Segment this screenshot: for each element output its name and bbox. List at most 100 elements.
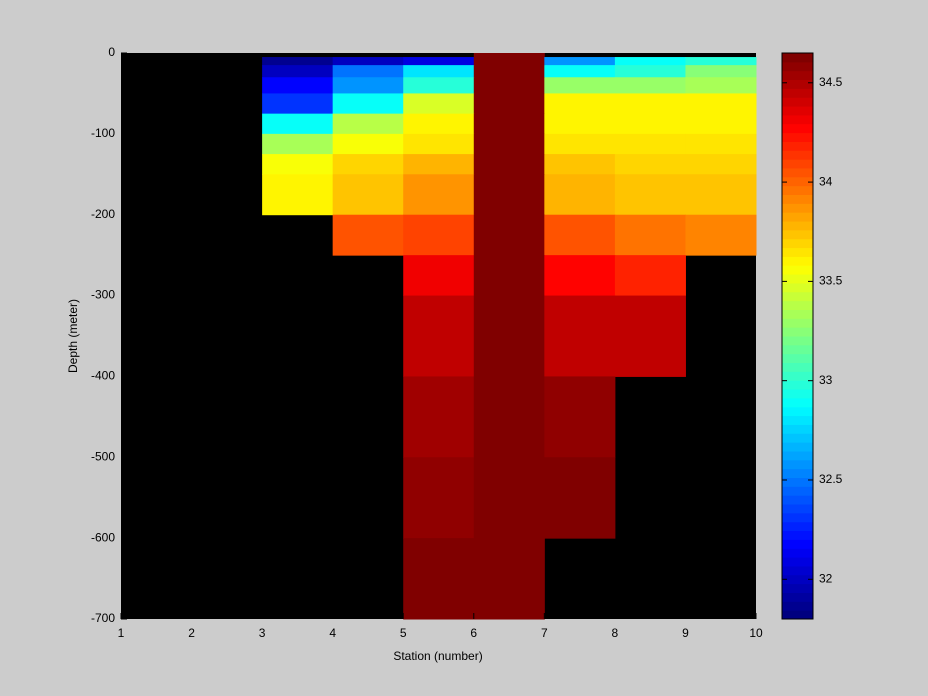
heatmap-cell bbox=[544, 295, 616, 377]
heatmap-cell bbox=[332, 214, 404, 256]
colorbar-swatch bbox=[782, 459, 813, 470]
heatmap-cell bbox=[403, 133, 475, 155]
heatmap-cell bbox=[614, 65, 686, 78]
heatmap-cell bbox=[473, 174, 545, 216]
heatmap-cell bbox=[473, 538, 545, 620]
heatmap-cell bbox=[473, 113, 545, 135]
y-tick-label: -400 bbox=[91, 369, 115, 383]
colorbar-swatch bbox=[782, 123, 813, 134]
heatmap-cell bbox=[473, 295, 545, 377]
colorbar-frame bbox=[781, 52, 814, 620]
heatmap-cell bbox=[614, 214, 686, 256]
heatmap-cell bbox=[544, 93, 616, 115]
colorbar-swatch bbox=[782, 424, 813, 434]
colorbar-swatch bbox=[782, 468, 813, 478]
colorbar-tick-label: 33.5 bbox=[819, 274, 843, 288]
heatmap-cell bbox=[614, 255, 686, 297]
heatmap-cell bbox=[473, 57, 545, 66]
colorbar-swatch bbox=[782, 592, 813, 602]
colorbar-swatch bbox=[782, 327, 813, 337]
heatmap-cell bbox=[403, 214, 475, 256]
colorbar-swatch bbox=[782, 212, 813, 222]
heatmap-cell bbox=[403, 174, 475, 216]
heatmap-cell bbox=[544, 133, 616, 155]
heatmap-cell bbox=[473, 376, 545, 458]
heatmap-cell bbox=[403, 376, 475, 458]
x-tick-label: 3 bbox=[259, 626, 266, 640]
heatmap-cell bbox=[332, 57, 404, 66]
heatmap-cell bbox=[614, 295, 686, 377]
heatmap-cell bbox=[332, 65, 404, 78]
colorbar-swatch bbox=[782, 238, 813, 249]
heatmap-cell bbox=[262, 113, 334, 135]
colorbar-tick-label: 32.5 bbox=[819, 472, 843, 486]
heatmap-cell bbox=[403, 113, 475, 135]
x-tick-label: 2 bbox=[188, 626, 195, 640]
colorbar-swatch bbox=[782, 389, 813, 399]
heatmap-cell bbox=[403, 538, 475, 620]
heatmap-cell bbox=[262, 77, 334, 94]
heatmap-cell bbox=[544, 77, 616, 94]
heatmap-cell bbox=[544, 113, 616, 135]
colorbar-swatch bbox=[782, 504, 813, 514]
colorbar-swatch bbox=[782, 185, 813, 195]
colorbar-swatch bbox=[782, 291, 813, 302]
heatmap-cell bbox=[685, 57, 757, 66]
heatmap-cell bbox=[473, 65, 545, 78]
colorbar-swatch bbox=[782, 565, 813, 576]
colorbar-swatch bbox=[782, 574, 813, 585]
y-axis-label: Depth (meter) bbox=[66, 299, 80, 373]
heatmap-cell bbox=[544, 65, 616, 78]
colorbar-swatch bbox=[782, 300, 813, 310]
x-tick-label: 7 bbox=[541, 626, 548, 640]
y-tick-label: 0 bbox=[108, 45, 115, 59]
heatmap-cell bbox=[262, 174, 334, 216]
heatmap-cell bbox=[473, 154, 545, 175]
heatmap-cell bbox=[544, 57, 616, 66]
heatmap-cell bbox=[403, 457, 475, 539]
colorbar-swatch bbox=[782, 114, 813, 125]
heatmap-cell bbox=[332, 154, 404, 175]
heatmap-cell bbox=[262, 93, 334, 115]
colorbar-swatch bbox=[782, 530, 813, 540]
y-tick-label: -700 bbox=[91, 611, 115, 625]
colorbar-swatch bbox=[782, 88, 813, 98]
heatmap-cell bbox=[685, 174, 757, 216]
heatmap-cell bbox=[614, 174, 686, 216]
x-axis-label: Station (number) bbox=[393, 649, 482, 663]
colorbar-swatch bbox=[782, 601, 813, 611]
colorbar-swatch bbox=[782, 274, 813, 284]
y-tick-label: -500 bbox=[91, 449, 115, 463]
colorbar-swatch bbox=[782, 203, 813, 213]
colorbar-swatch bbox=[782, 97, 813, 107]
heatmap-cell bbox=[262, 133, 334, 155]
heatmap-cell bbox=[473, 457, 545, 539]
colorbar-swatch bbox=[782, 79, 813, 89]
colorbar-swatch bbox=[782, 433, 813, 443]
colorbar-swatch bbox=[782, 229, 813, 240]
colorbar-tick-label: 32 bbox=[819, 571, 833, 585]
heatmap-cell bbox=[685, 93, 757, 115]
heatmap-cell bbox=[544, 154, 616, 175]
colorbar-swatch bbox=[782, 167, 813, 178]
heatmap-cell bbox=[403, 255, 475, 297]
colorbar-swatch bbox=[782, 53, 813, 63]
colorbar-swatch bbox=[782, 610, 813, 620]
heatmap-cell bbox=[262, 57, 334, 66]
heatmap-cell bbox=[332, 133, 404, 155]
x-tick-label: 5 bbox=[400, 626, 407, 640]
heatmap-cell bbox=[403, 77, 475, 94]
heatmap-cell bbox=[473, 53, 545, 58]
colorbar-swatch bbox=[782, 309, 813, 319]
colorbar-swatch bbox=[782, 380, 813, 390]
heatmap-cell bbox=[685, 113, 757, 135]
colorbar-swatch bbox=[782, 256, 813, 266]
heatmap-cell bbox=[403, 65, 475, 78]
heatmap-cell bbox=[544, 214, 616, 256]
y-tick-label: -200 bbox=[91, 207, 115, 221]
x-tick-label: 10 bbox=[749, 626, 763, 640]
colorbar-swatch bbox=[782, 344, 813, 355]
heatmap-cell bbox=[403, 57, 475, 66]
heatmap-cell bbox=[544, 457, 616, 539]
